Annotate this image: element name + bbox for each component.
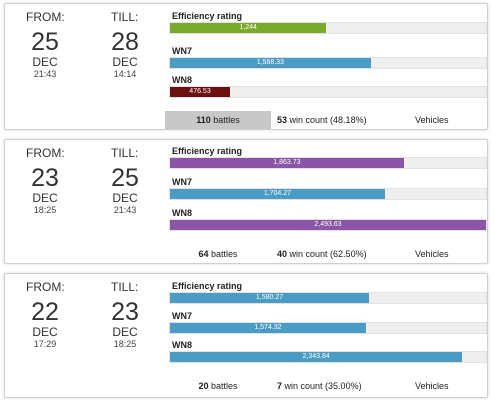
from-day: 25 [31,28,59,56]
efficiency-bar: 1,580.27 [170,293,370,303]
vehicles-link[interactable]: Vehicles [415,381,449,391]
win-count: 53 win count (48.18%) [277,111,367,129]
from-label: FROM: [26,146,65,160]
session-card: FROM: TILL: 25 DEC 21:43 28 DEC 14:14 Ef… [4,3,488,130]
till-day: 23 [111,298,139,326]
win-number: 40 [277,249,288,259]
till-label: TILL: [111,10,139,24]
win-rate: win count (48.18%) [289,115,367,125]
from-time: 17:29 [33,339,57,349]
from-label: FROM: [26,10,65,24]
battles-number: 110 [196,115,211,125]
win-count: 7 win count (35.00%) [277,377,362,395]
wn8-label: WN8 [172,75,192,85]
efficiency-label: Efficiency rating [172,146,243,156]
battles-count[interactable]: 110 battles [165,111,271,129]
till-date: 28 DEC 14:14 [103,28,147,79]
win-rate: win count (35.00%) [284,381,362,391]
till-date: 23 DEC 18:25 [103,298,147,349]
wn8-bar: 2,343.84 [170,352,463,362]
from-date: 22 DEC 17:29 [23,298,67,349]
session-footer: 110 battles 53 win count (48.18%) Vehicl… [165,111,487,129]
session-card: FROM: TILL: 22 DEC 17:29 23 DEC 18:25 Ef… [4,273,488,398]
wn7-label: WN7 [172,46,192,56]
till-label: TILL: [111,280,139,294]
wn8-label: WN8 [172,208,192,218]
win-count: 40 win count (62.50%) [277,245,367,263]
vehicles-link[interactable]: Vehicles [415,249,449,259]
wn7-label: WN7 [172,177,192,187]
wn8-track: 2,493.63 [169,219,487,231]
wn7-track: 1,704.27 [169,188,487,200]
from-date: 25 DEC 21:43 [23,28,67,79]
from-time: 21:43 [33,69,57,79]
wn8-bar: 2,493.63 [170,220,486,230]
till-label: TILL: [111,146,139,160]
session-footer: 20 battles 7 win count (35.00%) Vehicles [165,377,487,395]
vehicles-link[interactable]: Vehicles [415,115,449,125]
wn8-bar: 476.53 [170,87,231,97]
win-rate: win count (62.50%) [289,249,367,259]
from-day: 23 [31,164,59,192]
wn7-label: WN7 [172,311,192,321]
battles-number: 64 [198,249,209,259]
efficiency-track: 1,580.27 [169,292,487,304]
battles-count[interactable]: 64 battles [165,245,271,263]
from-month: DEC [32,191,58,205]
efficiency-track: 1,863.73 [169,157,487,169]
win-number: 7 [277,381,283,391]
session-card: FROM: TILL: 23 DEC 18:25 25 DEC 21:43 Ef… [4,139,488,264]
efficiency-bar: 1,244 [170,23,327,33]
till-month: DEC [112,55,138,69]
from-day: 22 [31,298,59,326]
wn8-label: WN8 [172,340,192,350]
battles-suffix: battles [211,381,238,391]
wn7-track: 1,588.33 [169,57,487,69]
efficiency-track: 1,244 [169,22,487,34]
till-time: 18:25 [113,339,137,349]
battles-number: 20 [198,381,209,391]
till-time: 14:14 [113,69,137,79]
battles-suffix: battles [213,115,240,125]
win-number: 53 [277,115,288,125]
till-day: 25 [111,164,139,192]
efficiency-label: Efficiency rating [172,11,243,21]
efficiency-label: Efficiency rating [172,281,243,291]
from-month: DEC [32,325,58,339]
till-date: 25 DEC 21:43 [103,164,147,215]
till-time: 21:43 [113,205,137,215]
till-month: DEC [112,191,138,205]
battles-count[interactable]: 20 battles [165,377,271,395]
battles-suffix: battles [211,249,238,259]
till-month: DEC [112,325,138,339]
session-footer: 64 battles 40 win count (62.50%) Vehicle… [165,245,487,263]
wn8-track: 476.53 [169,86,487,98]
wn7-bar: 1,588.33 [170,58,371,68]
till-day: 28 [111,28,139,56]
from-label: FROM: [26,280,65,294]
efficiency-bar: 1,863.73 [170,158,404,168]
from-date: 23 DEC 18:25 [23,164,67,215]
wn7-bar: 1,704.27 [170,189,385,199]
wn7-track: 1,574.32 [169,322,487,334]
wn8-track: 2,343.84 [169,351,487,363]
from-time: 18:25 [33,205,57,215]
from-month: DEC [32,55,58,69]
wn7-bar: 1,574.32 [170,323,366,333]
